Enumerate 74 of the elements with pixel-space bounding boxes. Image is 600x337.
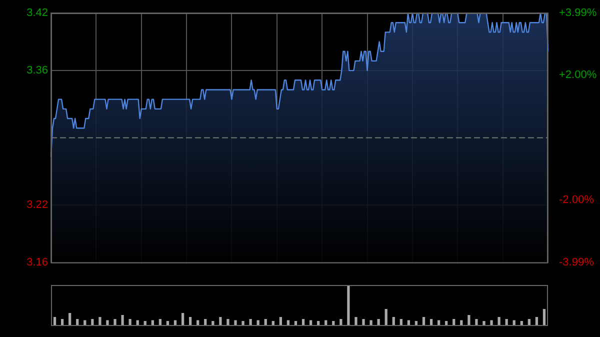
- bar: [114, 319, 116, 325]
- bar: [91, 319, 94, 325]
- bar: [60, 319, 64, 325]
- bar: [76, 319, 79, 325]
- bar: [475, 319, 478, 325]
- bar: [68, 313, 72, 325]
- bar: [128, 319, 132, 325]
- bar: [166, 321, 170, 325]
- bar: [535, 317, 538, 325]
- bar: [158, 319, 162, 325]
- y-tick-label: 3.42: [26, 7, 48, 20]
- bar: [234, 320, 237, 325]
- y2-tick-label: +3.99%: [559, 7, 597, 20]
- bar: [286, 320, 290, 325]
- bar: [226, 319, 230, 325]
- bar: [121, 315, 124, 325]
- bar: [498, 317, 500, 325]
- bar: [505, 319, 508, 325]
- bar: [136, 320, 139, 325]
- bar: [400, 319, 402, 325]
- bar: [264, 319, 267, 325]
- bar: [144, 321, 146, 325]
- bar: [445, 321, 448, 325]
- bar: [98, 317, 102, 325]
- bar: [362, 319, 365, 325]
- bar: [249, 319, 252, 325]
- bar: [482, 321, 486, 325]
- bar: [354, 317, 358, 325]
- bar: [272, 321, 274, 325]
- bar: [340, 319, 342, 325]
- bar: [407, 320, 410, 325]
- bar: [302, 319, 305, 325]
- y-tick-label: 3.16: [26, 256, 48, 268]
- bar: [256, 320, 260, 325]
- bar: [430, 319, 433, 325]
- bar: [151, 320, 154, 325]
- bar: [468, 315, 470, 325]
- bar: [332, 321, 335, 325]
- bar: [181, 313, 184, 325]
- bar: [309, 320, 312, 325]
- bar: [384, 309, 388, 325]
- bar: [188, 317, 192, 325]
- bar: [196, 320, 200, 325]
- bar: [242, 321, 244, 325]
- y2-tick-label: +2.00%: [559, 69, 597, 82]
- bar: [204, 319, 207, 325]
- bar: [219, 317, 222, 325]
- bar: [542, 309, 546, 325]
- bar: [437, 320, 440, 325]
- y2-tick-label: -2.00%: [559, 194, 594, 206]
- bar: [490, 320, 493, 325]
- bar: [520, 321, 523, 325]
- bar: [53, 317, 56, 325]
- bar: [347, 285, 350, 325]
- bar: [106, 320, 109, 325]
- bar: [422, 317, 426, 325]
- bar: [392, 317, 395, 325]
- bar: [414, 321, 418, 325]
- bar: [512, 320, 516, 325]
- bar: [370, 320, 372, 325]
- bar: [294, 321, 298, 325]
- bar: [377, 319, 380, 325]
- bar: [452, 319, 456, 325]
- bar: [212, 321, 214, 325]
- bar: [460, 320, 463, 325]
- bar: [528, 319, 530, 325]
- y2-tick-label: -3.99%: [559, 256, 594, 268]
- y-tick-label: 3.22: [26, 198, 48, 211]
- bar: [279, 317, 282, 325]
- bar: [84, 320, 86, 325]
- bar: [317, 321, 320, 325]
- y-tick-label: 3.36: [26, 64, 48, 77]
- bar: [174, 320, 177, 325]
- bar: [324, 320, 328, 325]
